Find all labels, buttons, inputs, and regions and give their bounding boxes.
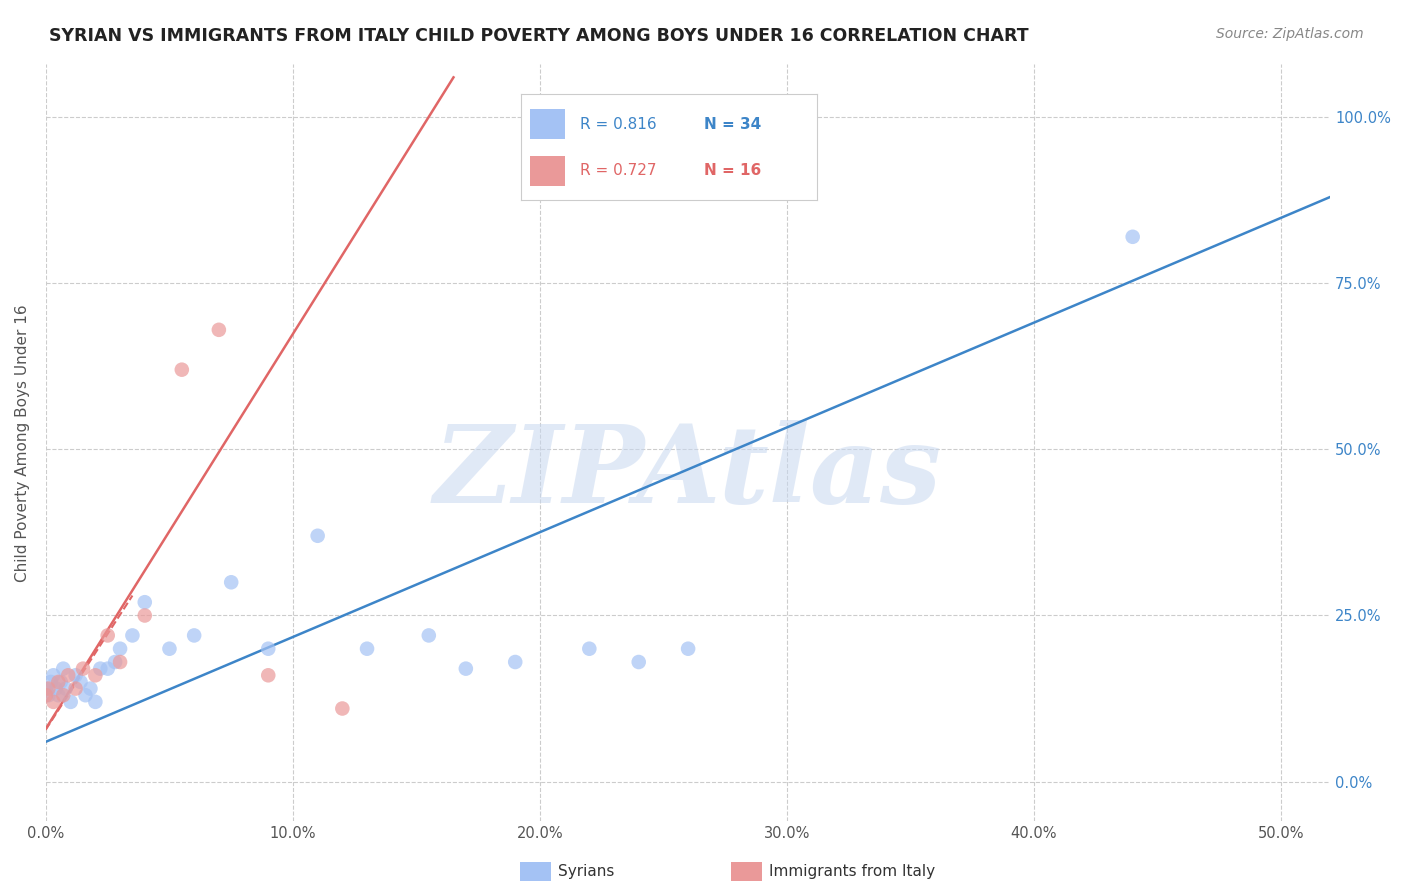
- Y-axis label: Child Poverty Among Boys Under 16: Child Poverty Among Boys Under 16: [15, 304, 30, 582]
- Text: ZIPAtlas: ZIPAtlas: [434, 420, 942, 526]
- Point: [84, 695, 107, 709]
- Text: Syrians: Syrians: [558, 864, 614, 879]
- Point: [578, 641, 600, 656]
- Point: [108, 641, 131, 656]
- Point: [65, 681, 87, 696]
- Point: [104, 655, 127, 669]
- Point: [46, 675, 69, 690]
- Point: [37, 681, 59, 696]
- Text: Immigrants from Italy: Immigrants from Italy: [769, 864, 935, 879]
- Point: [159, 641, 181, 656]
- Point: [183, 628, 205, 642]
- Point: [307, 529, 329, 543]
- Point: [79, 681, 101, 696]
- Point: [257, 668, 280, 682]
- Point: [35, 681, 58, 696]
- Point: [37, 688, 59, 702]
- Point: [627, 655, 650, 669]
- Point: [1122, 229, 1144, 244]
- Point: [108, 655, 131, 669]
- Point: [208, 323, 231, 337]
- Text: SYRIAN VS IMMIGRANTS FROM ITALY CHILD POVERTY AMONG BOYS UNDER 16 CORRELATION CH: SYRIAN VS IMMIGRANTS FROM ITALY CHILD PO…: [49, 27, 1029, 45]
- Point: [418, 628, 440, 642]
- Point: [52, 688, 75, 702]
- Point: [330, 701, 353, 715]
- Point: [454, 662, 477, 676]
- Point: [69, 675, 91, 690]
- Point: [97, 662, 120, 676]
- Point: [55, 681, 77, 696]
- Point: [46, 688, 69, 702]
- Point: [219, 575, 242, 590]
- Point: [356, 641, 378, 656]
- Text: Source: ZipAtlas.com: Source: ZipAtlas.com: [1216, 27, 1364, 41]
- Point: [42, 668, 65, 682]
- Point: [84, 668, 107, 682]
- Point: [42, 695, 65, 709]
- Point: [89, 662, 111, 676]
- Point: [134, 595, 156, 609]
- Point: [58, 668, 80, 682]
- Point: [676, 641, 699, 656]
- Point: [170, 362, 193, 376]
- Point: [75, 688, 97, 702]
- Point: [134, 608, 156, 623]
- Point: [257, 641, 280, 656]
- Point: [59, 695, 82, 709]
- Point: [121, 628, 143, 642]
- Point: [49, 675, 72, 690]
- Point: [35, 688, 58, 702]
- Point: [65, 668, 87, 682]
- Point: [52, 662, 75, 676]
- Point: [503, 655, 526, 669]
- Point: [45, 681, 67, 696]
- Point: [97, 628, 120, 642]
- Point: [39, 675, 62, 690]
- Point: [72, 662, 94, 676]
